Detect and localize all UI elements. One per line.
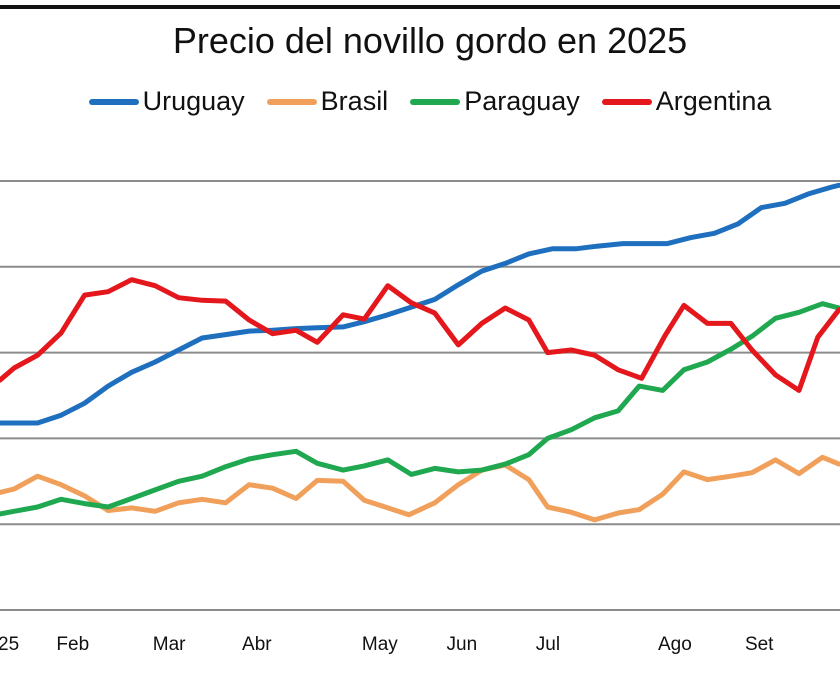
x-tick-label: Abr — [242, 634, 272, 655]
x-tick-label: Jun — [447, 634, 478, 655]
series-line-uruguay — [0, 182, 840, 426]
x-tick-label: Jul — [536, 634, 560, 655]
legend-item-paraguay: Paraguay — [410, 86, 580, 117]
series-line-brasil — [0, 454, 840, 523]
legend-label-paraguay: Paraguay — [464, 86, 580, 116]
legend-label-brasil: Brasil — [320, 86, 389, 116]
x-tick-label: Feb — [56, 634, 89, 655]
legend-item-uruguay: Uruguay — [88, 86, 245, 117]
series-line-argentina — [0, 277, 840, 393]
legend-item-argentina: Argentina — [601, 86, 772, 117]
x-tick-label: May — [362, 634, 398, 655]
series-lines — [0, 182, 840, 523]
chart-title: Precio del novillo gordo en 2025 — [172, 20, 688, 61]
gridlines — [0, 180, 840, 611]
legend-swatch-brasil — [266, 98, 317, 105]
x-tick-label: 25 — [0, 634, 19, 655]
legend-swatch-paraguay — [410, 98, 461, 105]
x-tick-label: Set — [745, 634, 774, 655]
series-line-paraguay — [0, 301, 840, 517]
x-tick-label: Ago — [658, 634, 692, 655]
legend-swatch-uruguay — [88, 98, 139, 105]
legend-swatch-argentina — [601, 98, 652, 105]
x-axis-ticks: 25 Feb Mar Abr May Jun Jul Ago Set — [0, 634, 774, 655]
top-border-line — [0, 5, 840, 9]
legend-label-uruguay: Uruguay — [142, 86, 245, 116]
chart-legend: Uruguay Brasil Paraguay Argentina — [0, 86, 840, 117]
legend-label-argentina: Argentina — [655, 86, 772, 116]
legend-item-brasil: Brasil — [266, 86, 389, 117]
x-tick-label: Mar — [153, 634, 186, 655]
